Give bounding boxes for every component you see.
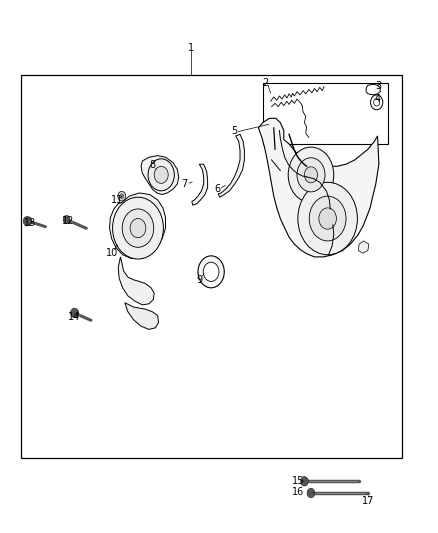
Circle shape (25, 217, 32, 225)
Text: 10: 10 (106, 248, 118, 258)
Text: 8: 8 (149, 160, 155, 170)
Circle shape (319, 208, 336, 229)
Polygon shape (358, 241, 369, 253)
Text: 5: 5 (231, 126, 237, 135)
Circle shape (307, 488, 315, 498)
Text: 12: 12 (62, 216, 74, 226)
Circle shape (122, 209, 154, 247)
Circle shape (72, 309, 79, 318)
Text: 11: 11 (111, 195, 124, 205)
Polygon shape (218, 134, 244, 197)
Text: 13: 13 (24, 218, 36, 228)
Circle shape (374, 99, 380, 106)
Circle shape (148, 159, 174, 191)
Circle shape (304, 167, 318, 183)
Circle shape (23, 216, 31, 226)
Circle shape (371, 95, 383, 110)
Circle shape (203, 262, 219, 281)
Bar (21, 75, 402, 458)
Circle shape (309, 196, 346, 241)
Circle shape (71, 308, 78, 318)
Text: 6: 6 (214, 184, 220, 194)
Circle shape (113, 197, 163, 259)
Circle shape (118, 191, 126, 201)
Text: 1: 1 (187, 43, 194, 53)
Text: 3: 3 (376, 82, 382, 91)
Circle shape (63, 215, 70, 224)
Text: 9: 9 (196, 275, 202, 285)
Polygon shape (192, 164, 208, 205)
Text: 17: 17 (362, 496, 374, 506)
Circle shape (154, 166, 168, 183)
Circle shape (288, 147, 334, 203)
Circle shape (300, 477, 308, 486)
Circle shape (198, 256, 224, 288)
Text: 14: 14 (68, 312, 81, 322)
Circle shape (298, 182, 357, 255)
Circle shape (130, 219, 146, 238)
Polygon shape (366, 84, 380, 95)
Text: 4: 4 (374, 94, 381, 104)
Polygon shape (110, 193, 166, 259)
Text: 15: 15 (292, 476, 304, 486)
Polygon shape (125, 303, 159, 329)
Text: 16: 16 (292, 488, 304, 497)
Circle shape (120, 194, 124, 198)
Text: 7: 7 (181, 179, 187, 189)
Text: 2: 2 (262, 78, 268, 87)
Bar (263, 83, 388, 144)
Polygon shape (118, 257, 154, 305)
Polygon shape (258, 118, 379, 257)
Polygon shape (141, 156, 179, 195)
Circle shape (297, 158, 325, 192)
